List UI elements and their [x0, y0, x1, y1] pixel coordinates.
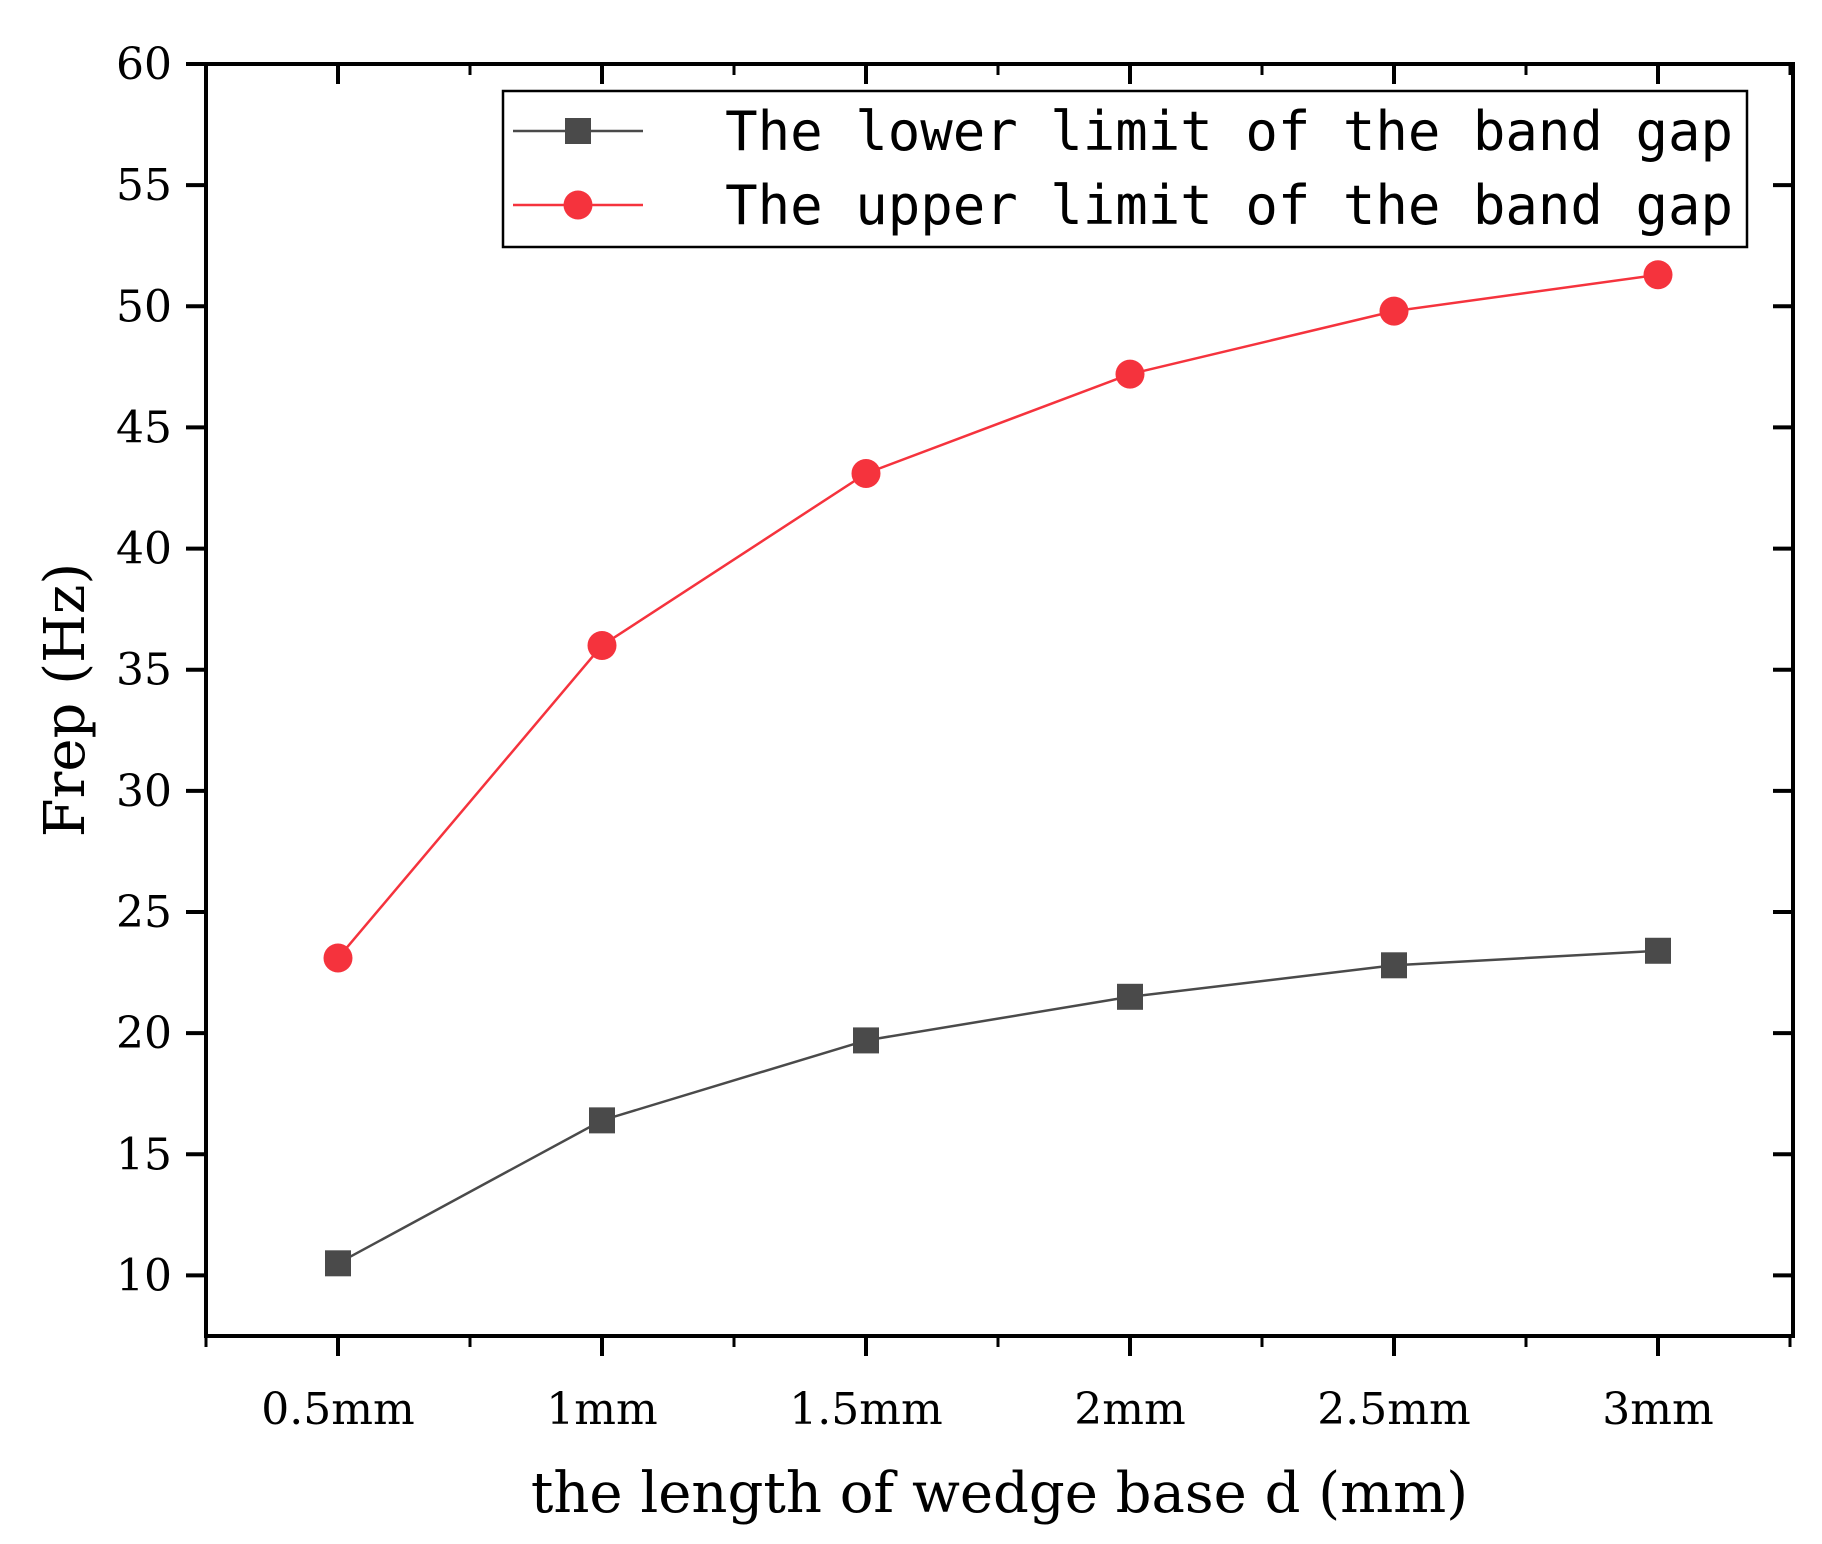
y-tick-label: 15	[116, 1129, 172, 1180]
x-tick-label: 0.5mm	[261, 1384, 414, 1435]
y-tick-label: 10	[116, 1250, 172, 1301]
series-line-2	[337, 273, 1659, 959]
x-tick-label: 2.5mm	[1317, 1384, 1470, 1435]
legend-label: The lower limit of the band gap	[725, 100, 1733, 163]
data-point-circle	[1379, 296, 1409, 326]
y-tick-label: 55	[116, 160, 172, 211]
x-tick-label: 3mm	[1602, 1384, 1713, 1435]
x-tick-label: 2mm	[1074, 1384, 1185, 1435]
data-point-square	[589, 1107, 615, 1134]
y-tick-label: 20	[116, 1008, 172, 1059]
data-point-square	[325, 1250, 351, 1277]
data-point-circle	[1115, 359, 1145, 389]
y-tick-label: 25	[116, 887, 172, 938]
legend-marker-circle	[563, 190, 593, 220]
y-tick-label: 30	[116, 766, 172, 817]
y-tick-label: 40	[116, 524, 172, 575]
data-point-circle	[851, 458, 881, 488]
y-tick-label: 60	[116, 39, 172, 90]
data-point-square	[1645, 937, 1671, 964]
data-point-circle	[587, 630, 617, 660]
data-point-circle	[323, 943, 353, 973]
plot-frame	[204, 62, 1795, 1338]
legend-box	[501, 89, 1749, 249]
legend-marker-square	[565, 118, 591, 144]
data-point-square	[1117, 983, 1143, 1010]
y-axis-title: Frep (Hz)	[33, 563, 98, 837]
y-tick-label: 50	[116, 281, 172, 332]
y-tick-label: 45	[116, 402, 172, 453]
x-axis-title: the length of wedge base d (mm)	[531, 1461, 1468, 1526]
data-point-square	[853, 1027, 879, 1054]
y-tick-label: 35	[116, 645, 172, 696]
x-tick-label: 1.5mm	[789, 1384, 942, 1435]
series-line-1	[337, 949, 1659, 1265]
data-point-square	[1381, 952, 1407, 979]
x-tick-label: 1mm	[546, 1384, 657, 1435]
legend-label: The upper limit of the band gap	[725, 174, 1733, 237]
data-point-circle	[1643, 260, 1673, 290]
